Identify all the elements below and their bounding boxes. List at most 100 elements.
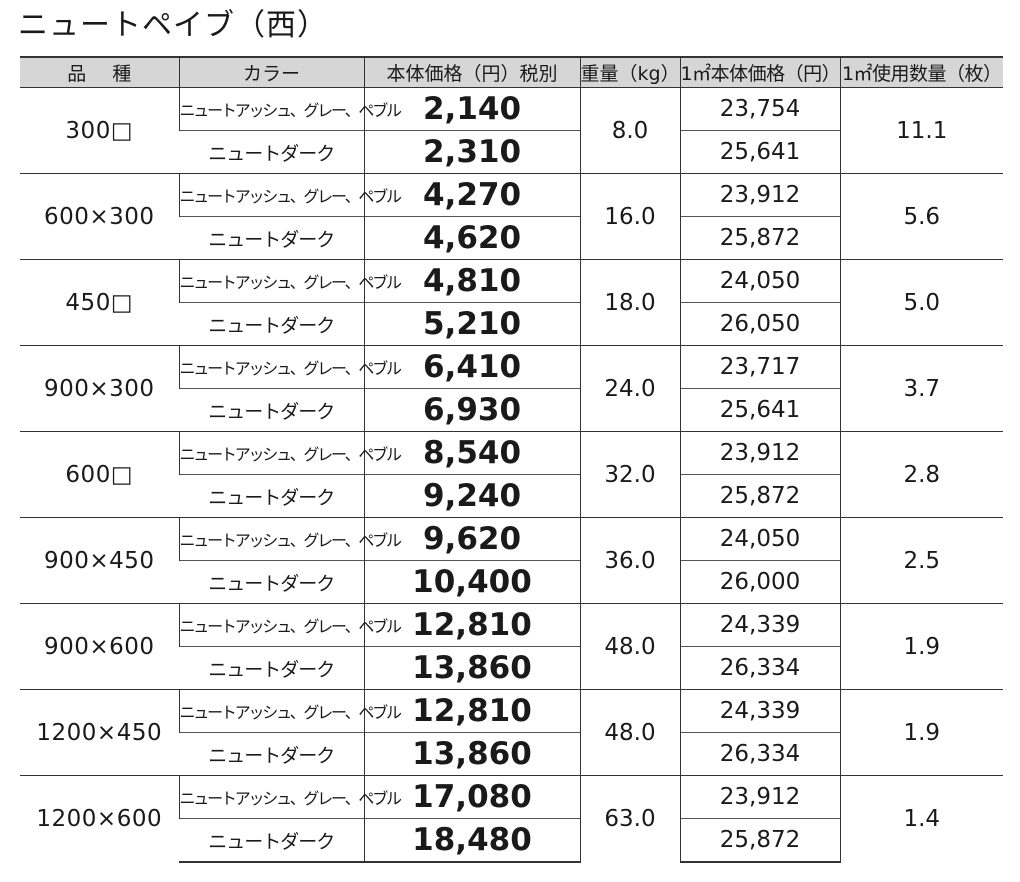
color-name: ニュートダーク xyxy=(179,474,364,518)
price-per-m2: 24,339 xyxy=(679,603,840,647)
price-per-m2: 23,912 xyxy=(679,775,840,819)
table-row: 900×300 ニュートアッシュ、グレー、ペブル 6,410 24.0 23,717 3.… xyxy=(20,345,1003,432)
product-size: 1200×450 xyxy=(20,689,179,776)
unit-price: 4,810 xyxy=(363,259,580,303)
unit-price: 6,930 xyxy=(363,388,580,432)
weight-value: 32.0 xyxy=(579,431,680,518)
table-row: ニュートダーク 9,240 25,872 xyxy=(20,474,1003,518)
price-per-m2: 25,872 xyxy=(679,474,840,518)
unit-price: 9,620 xyxy=(363,517,580,561)
weight-value: 36.0 xyxy=(579,517,680,604)
unit-price: 12,810 xyxy=(363,689,580,733)
price-per-m2: 24,339 xyxy=(679,689,840,733)
header-price-per-m2: 1㎡本体価格（円） xyxy=(679,56,841,88)
unit-price: 2,140 xyxy=(363,87,580,131)
unit-price: 10,400 xyxy=(363,560,580,604)
unit-price: 5,210 xyxy=(363,302,580,346)
color-name: ニュートダーク xyxy=(179,646,364,690)
units-per-m2: 3.7 xyxy=(839,345,1003,432)
color-name: ニュートアッシュ、グレー、ペブル xyxy=(178,689,402,733)
units-per-m2: 1.9 xyxy=(839,689,1003,776)
table-row: 300□ ニュートアッシュ、グレー、ペブル 2,140 8.0 23,754 11.1 xyxy=(20,87,1003,174)
price-per-m2: 24,050 xyxy=(679,517,840,561)
color-name: ニュートダーク xyxy=(179,388,364,432)
unit-price: 8,540 xyxy=(363,431,580,475)
table-row: ニュートダーク 5,210 26,050 xyxy=(20,302,1003,346)
header-weight: 重量（kg） xyxy=(579,56,680,88)
unit-price: 18,480 xyxy=(363,818,580,863)
product-size: 900×300 xyxy=(20,345,179,432)
color-name: ニュートアッシュ、グレー、ペブル xyxy=(178,431,402,475)
color-name: ニュートアッシュ、グレー、ペブル xyxy=(178,87,402,131)
price-per-m2: 26,334 xyxy=(679,646,840,690)
table-row: 900×450 ニュートアッシュ、グレー、ペブル 9,620 36.0 24,050 2.… xyxy=(20,517,1003,604)
product-size: 600□ xyxy=(20,431,179,518)
table-row: ニュートダーク 4,620 25,872 xyxy=(20,216,1003,260)
product-size: 300□ xyxy=(20,87,179,174)
header-units-per-m2: 1㎡使用数量（枚） xyxy=(839,56,1003,88)
units-per-m2: 11.1 xyxy=(839,87,1003,174)
color-name: ニュートダーク xyxy=(179,732,364,776)
product-size: 1200×600 xyxy=(20,775,179,862)
unit-price: 9,240 xyxy=(363,474,580,518)
header-price: 本体価格（円）税別 xyxy=(363,56,580,88)
color-name: ニュートアッシュ、グレー、ペブル xyxy=(178,173,402,217)
price-per-m2: 25,872 xyxy=(679,818,840,863)
color-name: ニュートダーク xyxy=(179,302,364,346)
price-per-m2: 23,912 xyxy=(679,431,840,475)
price-per-m2: 25,641 xyxy=(679,388,840,432)
header-color: カラー xyxy=(178,56,364,88)
weight-value: 16.0 xyxy=(579,173,680,260)
table-row: ニュートダーク 18,480 25,872 xyxy=(20,818,1003,863)
unit-price: 13,860 xyxy=(363,646,580,690)
table-row: ニュートダーク 10,400 26,000 xyxy=(20,560,1003,604)
table-row: ニュートダーク 13,860 26,334 xyxy=(20,732,1003,776)
color-name: ニュートダーク xyxy=(179,560,364,604)
price-per-m2: 26,050 xyxy=(679,302,840,346)
unit-price: 13,860 xyxy=(363,732,580,776)
weight-value: 18.0 xyxy=(579,259,680,346)
weight-value: 48.0 xyxy=(579,689,680,776)
color-name: ニュートアッシュ、グレー、ペブル xyxy=(178,517,402,561)
unit-price: 4,270 xyxy=(363,173,580,217)
price-per-m2: 24,050 xyxy=(679,259,840,303)
product-size: 450□ xyxy=(20,259,179,346)
table-row: ニュートダーク 6,930 25,641 xyxy=(20,388,1003,432)
header-row: 品種 カラー 本体価格（円）税別 重量（kg） 1㎡本体価格（円） 1㎡使用数量… xyxy=(20,56,1003,88)
table-row: ニュートダーク 13,860 26,334 xyxy=(20,646,1003,690)
product-size: 900×450 xyxy=(20,517,179,604)
header-product: 品種 xyxy=(20,56,179,88)
color-name: ニュートダーク xyxy=(179,216,364,260)
unit-price: 12,810 xyxy=(363,603,580,647)
price-per-m2: 23,717 xyxy=(679,345,840,389)
page-title: ニュートペイブ（西） xyxy=(18,8,328,43)
table-row: 600□ ニュートアッシュ、グレー、ペブル 8,540 32.0 23,912 2.8 xyxy=(20,431,1003,518)
unit-price: 4,620 xyxy=(363,216,580,260)
table-header: 品種 カラー 本体価格（円）税別 重量（kg） 1㎡本体価格（円） 1㎡使用数量… xyxy=(20,56,1003,88)
units-per-m2: 1.9 xyxy=(839,603,1003,690)
color-name: ニュートダーク xyxy=(179,130,364,174)
table-row: 450□ ニュートアッシュ、グレー、ペブル 4,810 18.0 24,050 5.0 xyxy=(20,259,1003,346)
price-per-m2: 23,912 xyxy=(679,173,840,217)
table-row: ニュートダーク 2,310 25,641 xyxy=(20,130,1003,174)
color-name: ニュートアッシュ、グレー、ペブル xyxy=(178,259,402,303)
units-per-m2: 5.6 xyxy=(839,173,1003,260)
price-table: 品種 カラー 本体価格（円）税別 重量（kg） 1㎡本体価格（円） 1㎡使用数量… xyxy=(20,56,1003,863)
price-per-m2: 26,334 xyxy=(679,732,840,776)
unit-price: 17,080 xyxy=(363,775,580,819)
table-row: 900×600 ニュートアッシュ、グレー、ペブル 12,810 48.0 24,339 1… xyxy=(20,603,1003,690)
color-name: ニュートアッシュ、グレー、ペブル xyxy=(178,775,402,819)
units-per-m2: 2.5 xyxy=(839,517,1003,604)
table-row: 1200×600 ニュートアッシュ、グレー、ペブル 17,080 63.0 23,912… xyxy=(20,775,1003,862)
table-row: 600×300 ニュートアッシュ、グレー、ペブル 4,270 16.0 23,912 5.… xyxy=(20,173,1003,260)
price-per-m2: 23,754 xyxy=(679,87,840,131)
price-per-m2: 25,641 xyxy=(679,130,840,174)
color-name: ニュートダーク xyxy=(179,818,364,863)
product-size: 600×300 xyxy=(20,173,179,260)
units-per-m2: 2.8 xyxy=(839,431,1003,518)
color-name: ニュートアッシュ、グレー、ペブル xyxy=(178,603,402,647)
color-name: ニュートアッシュ、グレー、ペブル xyxy=(178,345,402,389)
weight-value: 24.0 xyxy=(579,345,680,432)
units-per-m2: 1.4 xyxy=(839,775,1003,862)
weight-value: 48.0 xyxy=(579,603,680,690)
